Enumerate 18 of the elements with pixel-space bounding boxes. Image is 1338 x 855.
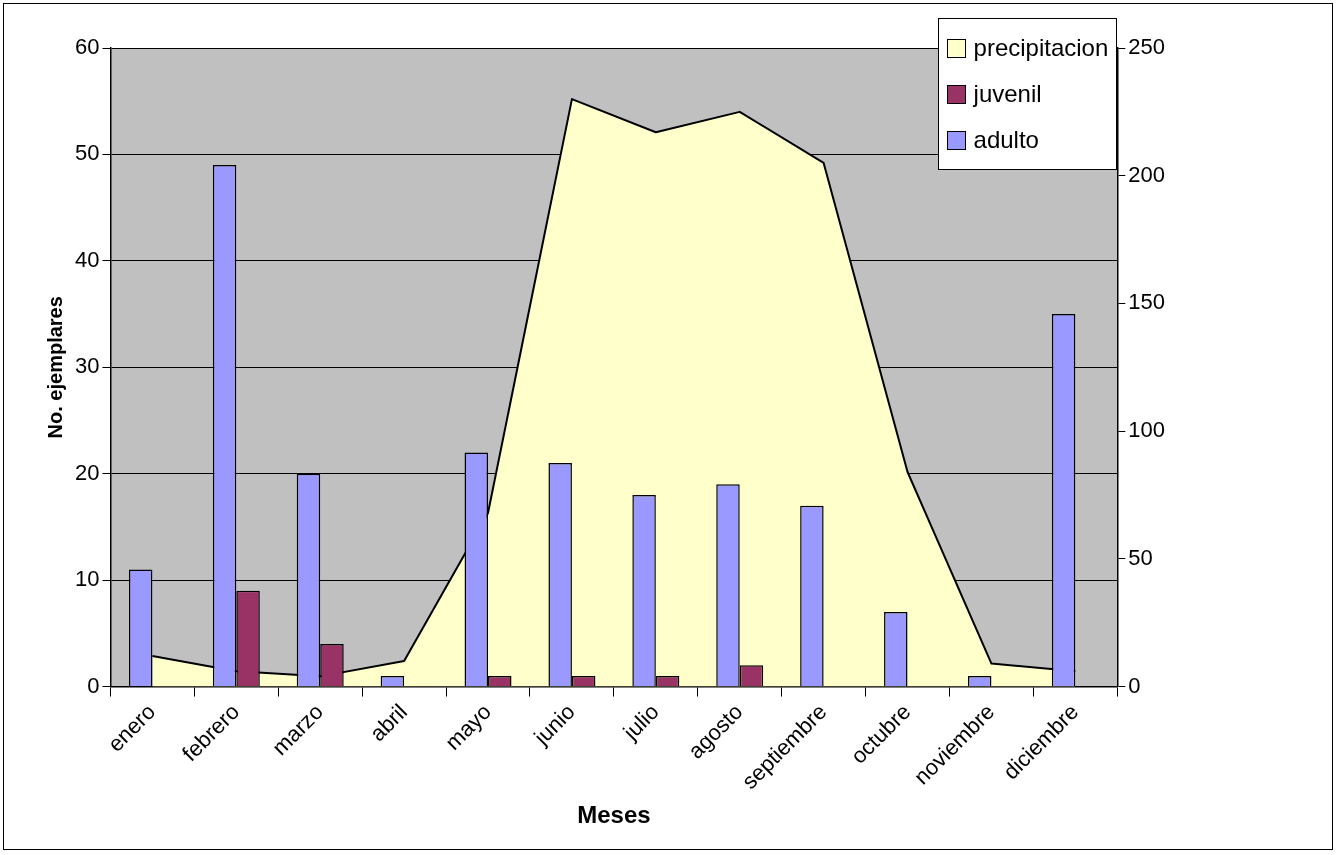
y-tick-label: 30	[74, 353, 100, 379]
y-tick-label: 0	[87, 672, 100, 698]
y2-tick-label: 100	[1128, 417, 1166, 443]
y-tick-label: 10	[74, 566, 100, 592]
y-tick-label: 50	[74, 140, 100, 166]
y-tick-label: 40	[74, 246, 100, 272]
legend-label: adulto	[973, 126, 1039, 154]
y2-tick-label: 200	[1128, 161, 1166, 187]
y-tick-label: 60	[74, 34, 100, 60]
y-axis-title: No. ejemplares	[43, 296, 66, 439]
y-tick-label: 20	[74, 459, 100, 485]
y2-tick-label: 50	[1128, 544, 1153, 570]
legend-label: precipitacion	[973, 34, 1109, 62]
legend-label: juvenil	[973, 80, 1042, 108]
y2-tick-label: 150	[1128, 289, 1166, 315]
y2-tick-label: 250	[1128, 34, 1166, 60]
x-axis-title: Meses	[577, 801, 651, 829]
y2-tick-label: 0	[1128, 672, 1141, 698]
